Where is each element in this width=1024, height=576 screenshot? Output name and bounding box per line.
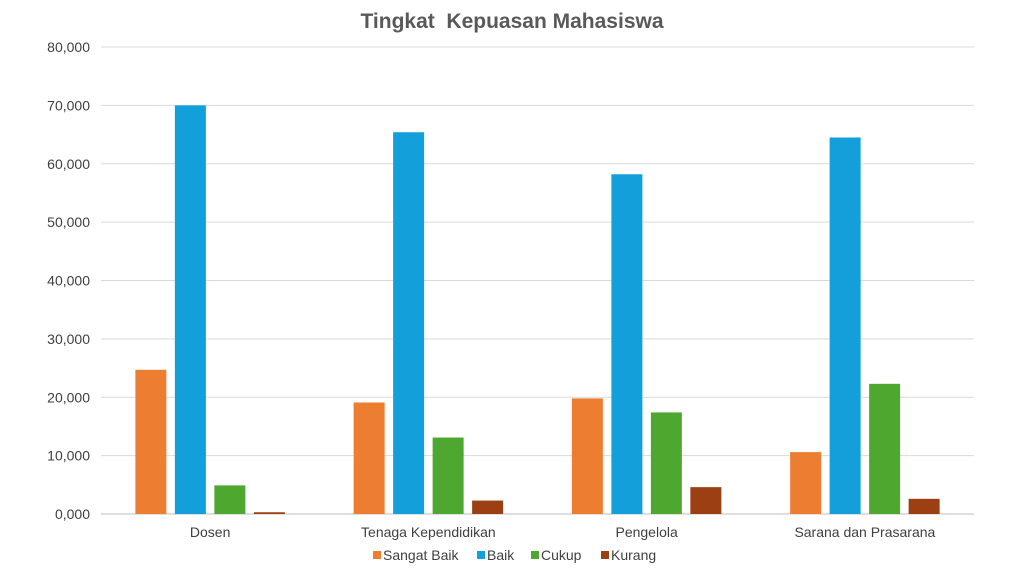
bar <box>571 398 603 514</box>
y-tick-label: 40,000 <box>47 273 90 289</box>
gridlines <box>101 46 974 515</box>
legend-label: Kurang <box>611 547 656 563</box>
bar <box>353 402 385 514</box>
y-tick-label: 30,000 <box>47 331 90 347</box>
y-tick-label: 70,000 <box>47 97 90 113</box>
bar <box>432 437 464 514</box>
bar <box>790 452 822 514</box>
x-tick-label: Dosen <box>190 524 230 540</box>
bar <box>690 487 722 514</box>
y-axis-ticks: 0,000 10,000 20,000 30,000 40,000 50,000 60,00… <box>47 39 90 522</box>
bar <box>135 369 167 514</box>
legend-swatch <box>601 551 609 559</box>
bar <box>908 498 940 514</box>
legend-label: Cukup <box>541 547 582 563</box>
y-tick-label: 10,000 <box>47 448 90 464</box>
bars <box>135 105 940 515</box>
x-axis-ticks: Dosen Tenaga Kependidikan Pengelola Sarana … <box>190 524 936 540</box>
y-tick-label: 60,000 <box>47 156 90 172</box>
legend: Sangat Baik Baik Cukup Kurang <box>373 547 656 563</box>
chart-title: Tingkat Kepuasan Mahasiswa <box>360 10 663 33</box>
bar <box>472 500 504 514</box>
bar <box>611 174 643 514</box>
bar <box>174 105 206 514</box>
y-tick-label: 50,000 <box>47 214 90 230</box>
x-tick-label: Sarana dan Prasarana <box>794 524 935 540</box>
legend-swatch <box>477 551 485 559</box>
legend-swatch <box>373 551 381 559</box>
y-tick-label: 80,000 <box>47 39 90 55</box>
y-tick-label: 0,000 <box>55 506 90 522</box>
bar <box>869 383 901 514</box>
bar <box>393 132 425 515</box>
x-tick-label: Tenaga Kependidikan <box>361 524 496 540</box>
legend-label: Baik <box>487 547 515 563</box>
legend-label: Sangat Baik <box>383 547 459 563</box>
bar <box>650 412 682 514</box>
legend-swatch <box>531 551 539 559</box>
y-tick-label: 20,000 <box>47 389 90 405</box>
x-tick-label: Pengelola <box>615 524 677 540</box>
bar <box>829 137 861 514</box>
bar <box>214 485 246 514</box>
bar <box>253 512 285 514</box>
